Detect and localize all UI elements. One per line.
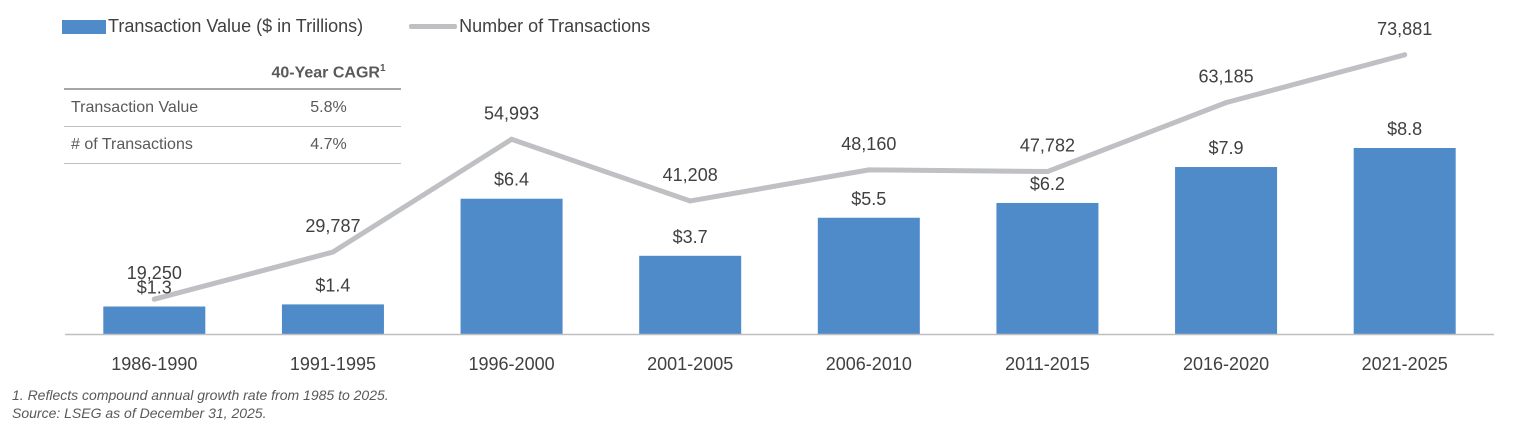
x-tick-label: 2011-2015	[1005, 354, 1090, 374]
legend-line-swatch	[409, 24, 458, 29]
line-value-label: 19,250	[127, 263, 182, 283]
bar-value-label: $6.2	[1030, 174, 1065, 194]
footnotes: 1. Reflects compound annual growth rate …	[12, 386, 389, 422]
bar-1991-1995	[281, 304, 384, 334]
line-value-label: 63,185	[1199, 67, 1254, 87]
legend-item-line: Number of Transactions	[409, 16, 650, 37]
transactions-point	[1044, 169, 1050, 175]
cagr-row-value: 5.8%	[310, 99, 347, 116]
bar-value-label: $3.7	[673, 227, 708, 247]
bar-1986-1990	[103, 306, 206, 334]
cagr-table: 40-Year CAGR1 Transaction Value 5.8% # o…	[64, 58, 401, 164]
transactions-point	[687, 198, 693, 204]
bar-1996-2000	[460, 198, 563, 334]
x-tick-label: 1996-2000	[469, 354, 555, 374]
legend-bar-label: Transaction Value ($ in Trillions)	[108, 16, 364, 36]
bar-2006-2010	[817, 217, 920, 334]
x-tick-label: 2006-2010	[826, 354, 912, 374]
line-value-label: 54,993	[484, 103, 539, 123]
bar-2021-2025	[1353, 148, 1456, 334]
bars-group	[103, 148, 1456, 334]
cagr-row-transactions: # of Transactions 4.7%	[64, 127, 401, 164]
cagr-header-text: 40-Year CAGR1	[256, 63, 401, 82]
line-value-label: 48,160	[841, 134, 896, 154]
transactions-point	[1223, 100, 1229, 106]
transactions-point	[509, 136, 515, 142]
cagr-row-transaction-value: Transaction Value 5.8%	[64, 90, 401, 127]
legend-line-label: Number of Transactions	[459, 16, 651, 36]
bar-2001-2005	[639, 255, 742, 334]
x-tick-labels: 1986-1990 1991-1995 1996-2000 2001-2005 2006…	[111, 354, 1447, 374]
cagr-table-header: 40-Year CAGR1	[64, 58, 401, 90]
cagr-row-value: 4.7%	[310, 136, 347, 153]
transactions-line	[151, 52, 1408, 302]
cagr-header-footnote-mark: 1	[379, 63, 386, 75]
transactions-point	[330, 249, 336, 255]
labels-group: $1.319,250 $1.4 29,787 $6.4 54,993 $3.7 41,208…	[127, 19, 1432, 298]
line-value-label: 41,208	[663, 165, 718, 185]
legend-item-bar: Transaction Value ($ in Trillions)	[62, 16, 363, 37]
footnote-cagr: 1. Reflects compound annual growth rate …	[12, 387, 389, 403]
bar-value-label: $6.4	[494, 170, 529, 190]
cagr-header-label: 40-Year CAGR	[271, 64, 380, 82]
line-group	[151, 52, 1408, 302]
cagr-row-label: # of Transactions	[71, 136, 193, 153]
line-value-label: 73,881	[1377, 19, 1432, 39]
bar-value-label: $1.3	[137, 278, 172, 298]
bar-value-label: $7.9	[1209, 138, 1244, 158]
bar-value-label: $8.8	[1387, 119, 1422, 139]
cagr-row-label: Transaction Value	[71, 99, 199, 116]
x-tick-label: 2021-2025	[1362, 354, 1448, 374]
line-value-label: 29,787	[305, 216, 360, 236]
legend: Transaction Value ($ in Trillions) Numbe…	[62, 16, 696, 37]
footnote-source: Source: LSEG as of December 31, 2025.	[12, 405, 267, 421]
x-tick-label: 1986-1990	[111, 354, 197, 374]
transactions-point	[866, 167, 872, 173]
bar-2011-2015	[996, 202, 1099, 334]
x-tick-label: 1991-1995	[290, 354, 376, 374]
legend-bar-swatch	[62, 19, 106, 34]
transactions-point	[1402, 52, 1408, 58]
transactions-point	[151, 296, 157, 302]
bar-value-label: $5.5	[851, 189, 886, 209]
line-value-label: 47,782	[1020, 136, 1075, 156]
x-tick-label: 2001-2005	[647, 354, 733, 374]
x-tick-label: 2016-2020	[1183, 354, 1269, 374]
bar-value-label: $1.4	[315, 275, 350, 295]
bar-2016-2020	[1175, 167, 1278, 334]
